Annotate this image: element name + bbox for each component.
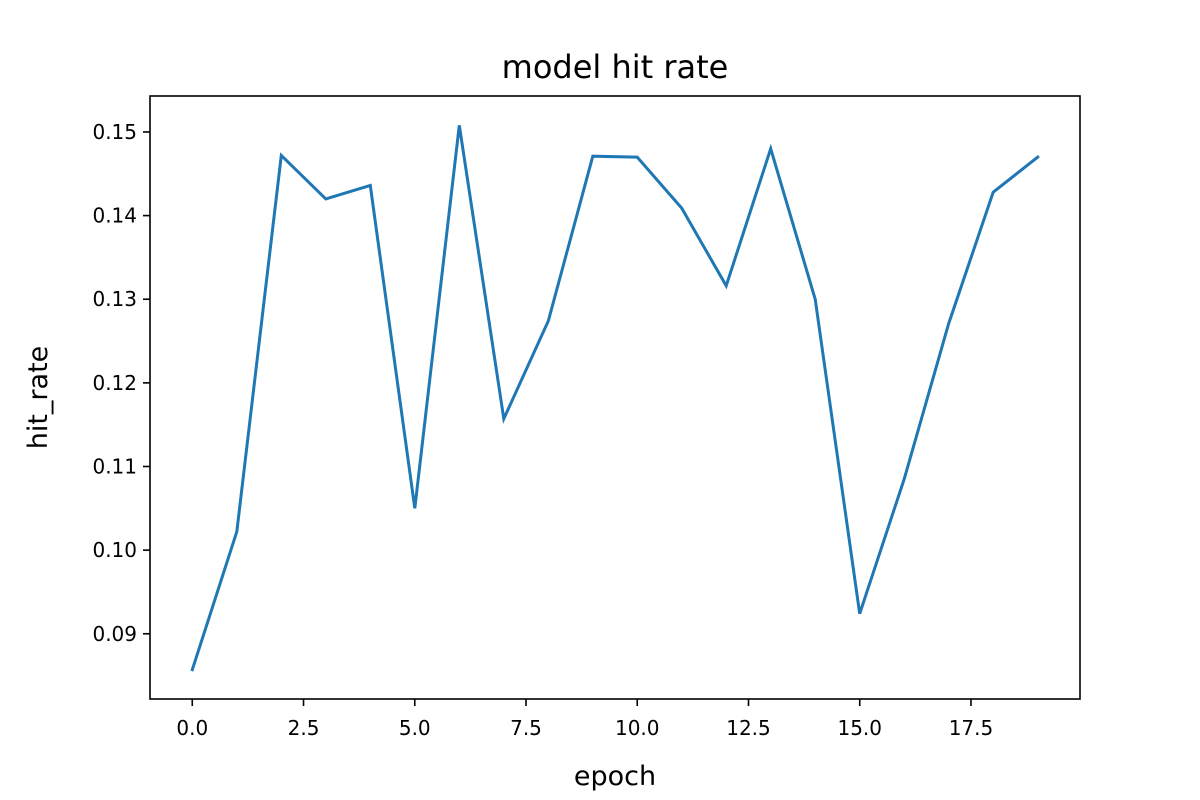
y-tick-label: 0.09 — [92, 622, 137, 646]
x-tick-label: 7.5 — [510, 716, 542, 740]
plot-area-frame — [149, 95, 1081, 700]
y-axis-ticks: 0.09 0.10 0.11 0.12 0.13 0.14 0.15 — [92, 120, 150, 646]
y-tick-label: 0.11 — [92, 454, 137, 478]
y-tick-label: 0.12 — [92, 371, 137, 395]
chart-title: model hit rate — [502, 48, 729, 86]
x-tick-label: 5.0 — [399, 716, 431, 740]
series-line — [190, 125, 1040, 672]
x-axis-ticks: 0.0 2.5 5.0 7.5 10.0 12.5 15.0 17.5 — [176, 699, 993, 740]
x-tick-label: 0.0 — [176, 716, 208, 740]
y-tick-label: 0.15 — [92, 120, 137, 144]
x-tick-label: 17.5 — [949, 716, 994, 740]
x-tick-label: 2.5 — [288, 716, 320, 740]
series-layer — [190, 125, 1040, 672]
x-tick-label: 10.0 — [615, 716, 660, 740]
x-axis-title: epoch — [574, 761, 656, 792]
y-tick-label: 0.10 — [92, 538, 137, 562]
y-axis-title: hit_rate — [23, 346, 54, 450]
y-tick-label: 0.14 — [92, 204, 137, 228]
y-tick-label: 0.13 — [92, 287, 137, 311]
x-tick-label: 15.0 — [837, 716, 882, 740]
x-tick-label: 12.5 — [726, 716, 771, 740]
